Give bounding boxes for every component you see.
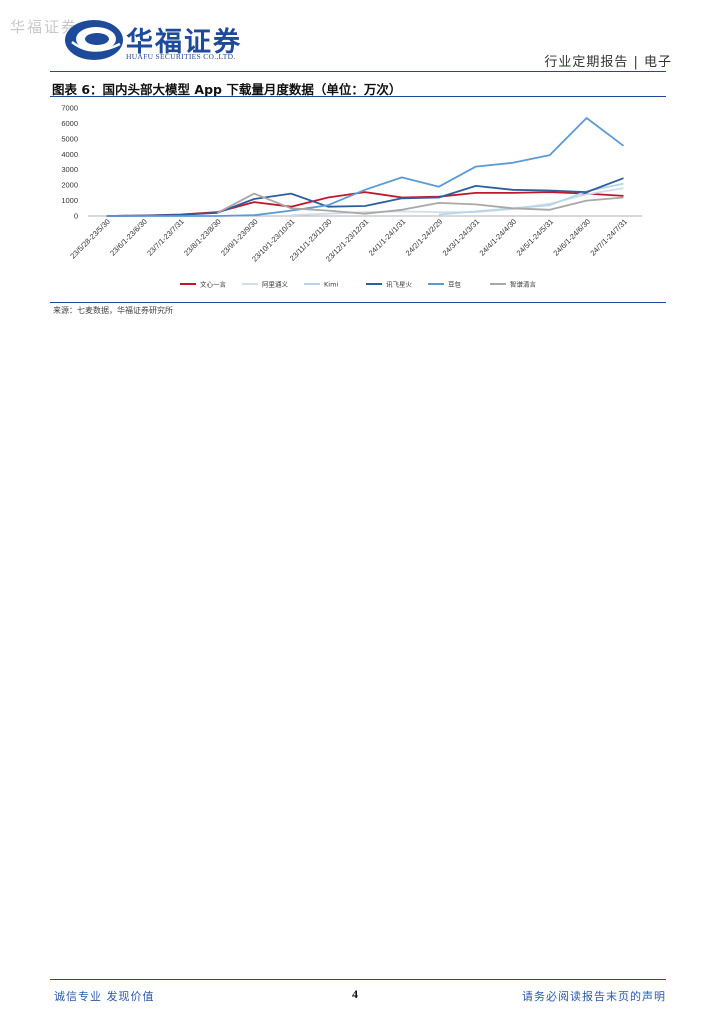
- x-tick-label: 23/5/28-23/5/30: [68, 217, 112, 261]
- y-tick-label: 1000: [61, 196, 78, 205]
- x-tick-label: 24/3/1-24/3/31: [441, 217, 482, 258]
- page-number: 4: [352, 987, 358, 1001]
- x-tick-label: 24/6/1-24/6/30: [551, 217, 592, 258]
- series-line-4: [106, 117, 625, 217]
- figure-title-divider: [50, 96, 666, 97]
- figure-title: 图表 6：国内头部大模型 App 下载量月度数据（单位：万次）: [52, 82, 402, 97]
- legend-label-4: 豆包: [448, 280, 462, 289]
- x-tick-label: 24/1/1-24/1/31: [367, 217, 408, 258]
- header-divider: [50, 71, 666, 72]
- x-tick-label: 23/6/1-23/6/30: [108, 217, 149, 258]
- company-name-en: HUAFU SECURITIES CO.,LTD.: [126, 52, 236, 61]
- x-tick-label: 23/7/1-23/7/31: [145, 217, 186, 258]
- company-logo-icon: [65, 20, 123, 60]
- y-tick-label: 0: [74, 212, 78, 221]
- legend-label-1: 阿里通义: [262, 280, 289, 289]
- watermark: 华福证券: [10, 18, 79, 36]
- legend-label-0: 文心一言: [200, 280, 227, 289]
- x-tick-label: 24/4/1-24/4/30: [478, 217, 519, 258]
- legend-label-5: 智谱清言: [510, 280, 537, 289]
- series-line-5: [216, 192, 624, 215]
- y-tick-label: 5000: [61, 134, 78, 143]
- x-tick-label: 23/8/1-23/8/30: [182, 217, 223, 258]
- footer-slogan: 诚信专业 发现价值: [54, 990, 155, 1003]
- footer-divider: [50, 979, 666, 980]
- x-tick-label: 24/2/1-24/2/29: [404, 217, 445, 258]
- company-name-cn: 华福证券: [126, 27, 242, 58]
- footer-disclaimer: 请务必阅读报告末页的声明: [522, 990, 666, 1003]
- legend-label-3: 讯飞星火: [386, 281, 413, 289]
- y-tick-label: 3000: [61, 165, 78, 174]
- y-tick-label: 7000: [61, 104, 78, 113]
- report-type: 行业定期报告 | 电子: [544, 55, 672, 70]
- source-divider: [50, 302, 666, 303]
- series-line-3: [106, 177, 624, 217]
- x-tick-label: 24/7/1-24/7/31: [588, 217, 629, 258]
- x-tick-label: 24/5/1-24/5/31: [515, 217, 556, 258]
- y-tick-label: 6000: [61, 119, 78, 128]
- figure-source: 来源：七麦数据，华福证券研究所: [53, 306, 173, 315]
- y-tick-label: 2000: [61, 181, 78, 190]
- y-tick-label: 4000: [61, 150, 78, 159]
- x-tick-label: 23/9/1-23/9/30: [219, 217, 260, 258]
- legend-label-2: Kimi: [324, 281, 338, 289]
- download-line-chart: 0 1000 2000 3000 4000 5000 6000 7000 23/5/28-23/…: [61, 104, 642, 289]
